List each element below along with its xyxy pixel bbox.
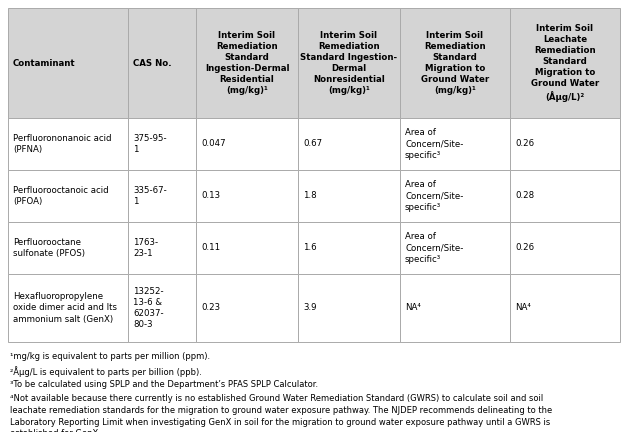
Bar	[196, 170, 298, 222]
Text: NA⁴: NA⁴	[405, 304, 421, 312]
Text: 0.047: 0.047	[201, 140, 226, 149]
Text: NA⁴: NA⁴	[515, 304, 531, 312]
Bar	[196, 222, 298, 274]
Bar	[298, 118, 400, 170]
Text: 1763-
23-1: 1763- 23-1	[133, 238, 158, 258]
Text: Interim Soil
Leachate
Remediation
Standard
Migration to
Ground Water
(Åμg/L)²: Interim Soil Leachate Remediation Standa…	[531, 24, 599, 102]
Bar	[196, 274, 298, 342]
Text: 0.67: 0.67	[303, 140, 322, 149]
Text: 0.26: 0.26	[515, 244, 534, 252]
Bar	[8, 170, 128, 222]
Text: Perfluorooctanoic acid
(PFOA): Perfluorooctanoic acid (PFOA)	[13, 186, 109, 206]
Text: 3.9: 3.9	[303, 304, 316, 312]
Bar	[510, 222, 620, 274]
Bar	[510, 274, 620, 342]
Bar	[510, 118, 620, 170]
Bar	[128, 170, 196, 222]
Text: 0.13: 0.13	[201, 191, 220, 200]
Text: Interim Soil
Remediation
Standard
Migration to
Ground Water
(mg/kg)¹: Interim Soil Remediation Standard Migrat…	[421, 31, 489, 95]
Text: Interim Soil
Remediation
Standard
Ingestion-Dermal
Residential
(mg/kg)¹: Interim Soil Remediation Standard Ingest…	[205, 31, 290, 95]
Bar	[400, 8, 510, 118]
Text: 0.28: 0.28	[515, 191, 534, 200]
Text: Hexafluoropropylene
oxide dimer acid and Its
ammonium salt (GenX): Hexafluoropropylene oxide dimer acid and…	[13, 292, 117, 324]
Text: Area of
Concern/Site-
specific³: Area of Concern/Site- specific³	[405, 181, 464, 212]
Text: Interim Soil
Remediation
Standard Ingestion-
Dermal
Nonresidential
(mg/kg)¹: Interim Soil Remediation Standard Ingest…	[300, 31, 397, 95]
Bar	[128, 8, 196, 118]
Text: CAS No.: CAS No.	[133, 58, 172, 67]
Bar	[400, 274, 510, 342]
Text: 1.6: 1.6	[303, 244, 316, 252]
Bar	[8, 274, 128, 342]
Text: 0.26: 0.26	[515, 140, 534, 149]
Bar	[8, 222, 128, 274]
Bar	[196, 118, 298, 170]
Bar	[8, 118, 128, 170]
Bar	[128, 274, 196, 342]
Bar	[128, 222, 196, 274]
Bar	[400, 170, 510, 222]
Bar	[298, 170, 400, 222]
Bar	[510, 8, 620, 118]
Text: Contaminant: Contaminant	[13, 58, 76, 67]
Text: Perfluorooctane
sulfonate (PFOS): Perfluorooctane sulfonate (PFOS)	[13, 238, 85, 258]
Text: 335-67-
1: 335-67- 1	[133, 186, 167, 206]
Bar	[298, 274, 400, 342]
Text: 375-95-
1: 375-95- 1	[133, 134, 167, 154]
Bar	[8, 8, 128, 118]
Text: 0.11: 0.11	[201, 244, 220, 252]
Text: Perfluorononanoic acid
(PFNA): Perfluorononanoic acid (PFNA)	[13, 134, 112, 154]
Text: 1.8: 1.8	[303, 191, 316, 200]
Bar	[196, 8, 298, 118]
Bar	[400, 118, 510, 170]
Bar	[510, 170, 620, 222]
Text: ⁴Not available because there currently is no established Ground Water Remediatio: ⁴Not available because there currently i…	[10, 394, 552, 432]
Bar	[128, 118, 196, 170]
Text: 0.23: 0.23	[201, 304, 220, 312]
Text: ²Åμg/L is equivalent to parts per billion (ppb).: ²Åμg/L is equivalent to parts per billio…	[10, 366, 202, 377]
Text: ¹mg/kg is equivalent to parts per million (ppm).: ¹mg/kg is equivalent to parts per millio…	[10, 352, 210, 361]
Text: Area of
Concern/Site-
specific³: Area of Concern/Site- specific³	[405, 128, 464, 159]
Text: Area of
Concern/Site-
specific³: Area of Concern/Site- specific³	[405, 232, 464, 264]
Bar	[298, 8, 400, 118]
Bar	[298, 222, 400, 274]
Bar	[400, 222, 510, 274]
Text: ³To be calculated using SPLP and the Department’s PFAS SPLP Calculator.: ³To be calculated using SPLP and the Dep…	[10, 380, 318, 389]
Text: 13252-
13-6 &
62037-
80-3: 13252- 13-6 & 62037- 80-3	[133, 287, 163, 329]
